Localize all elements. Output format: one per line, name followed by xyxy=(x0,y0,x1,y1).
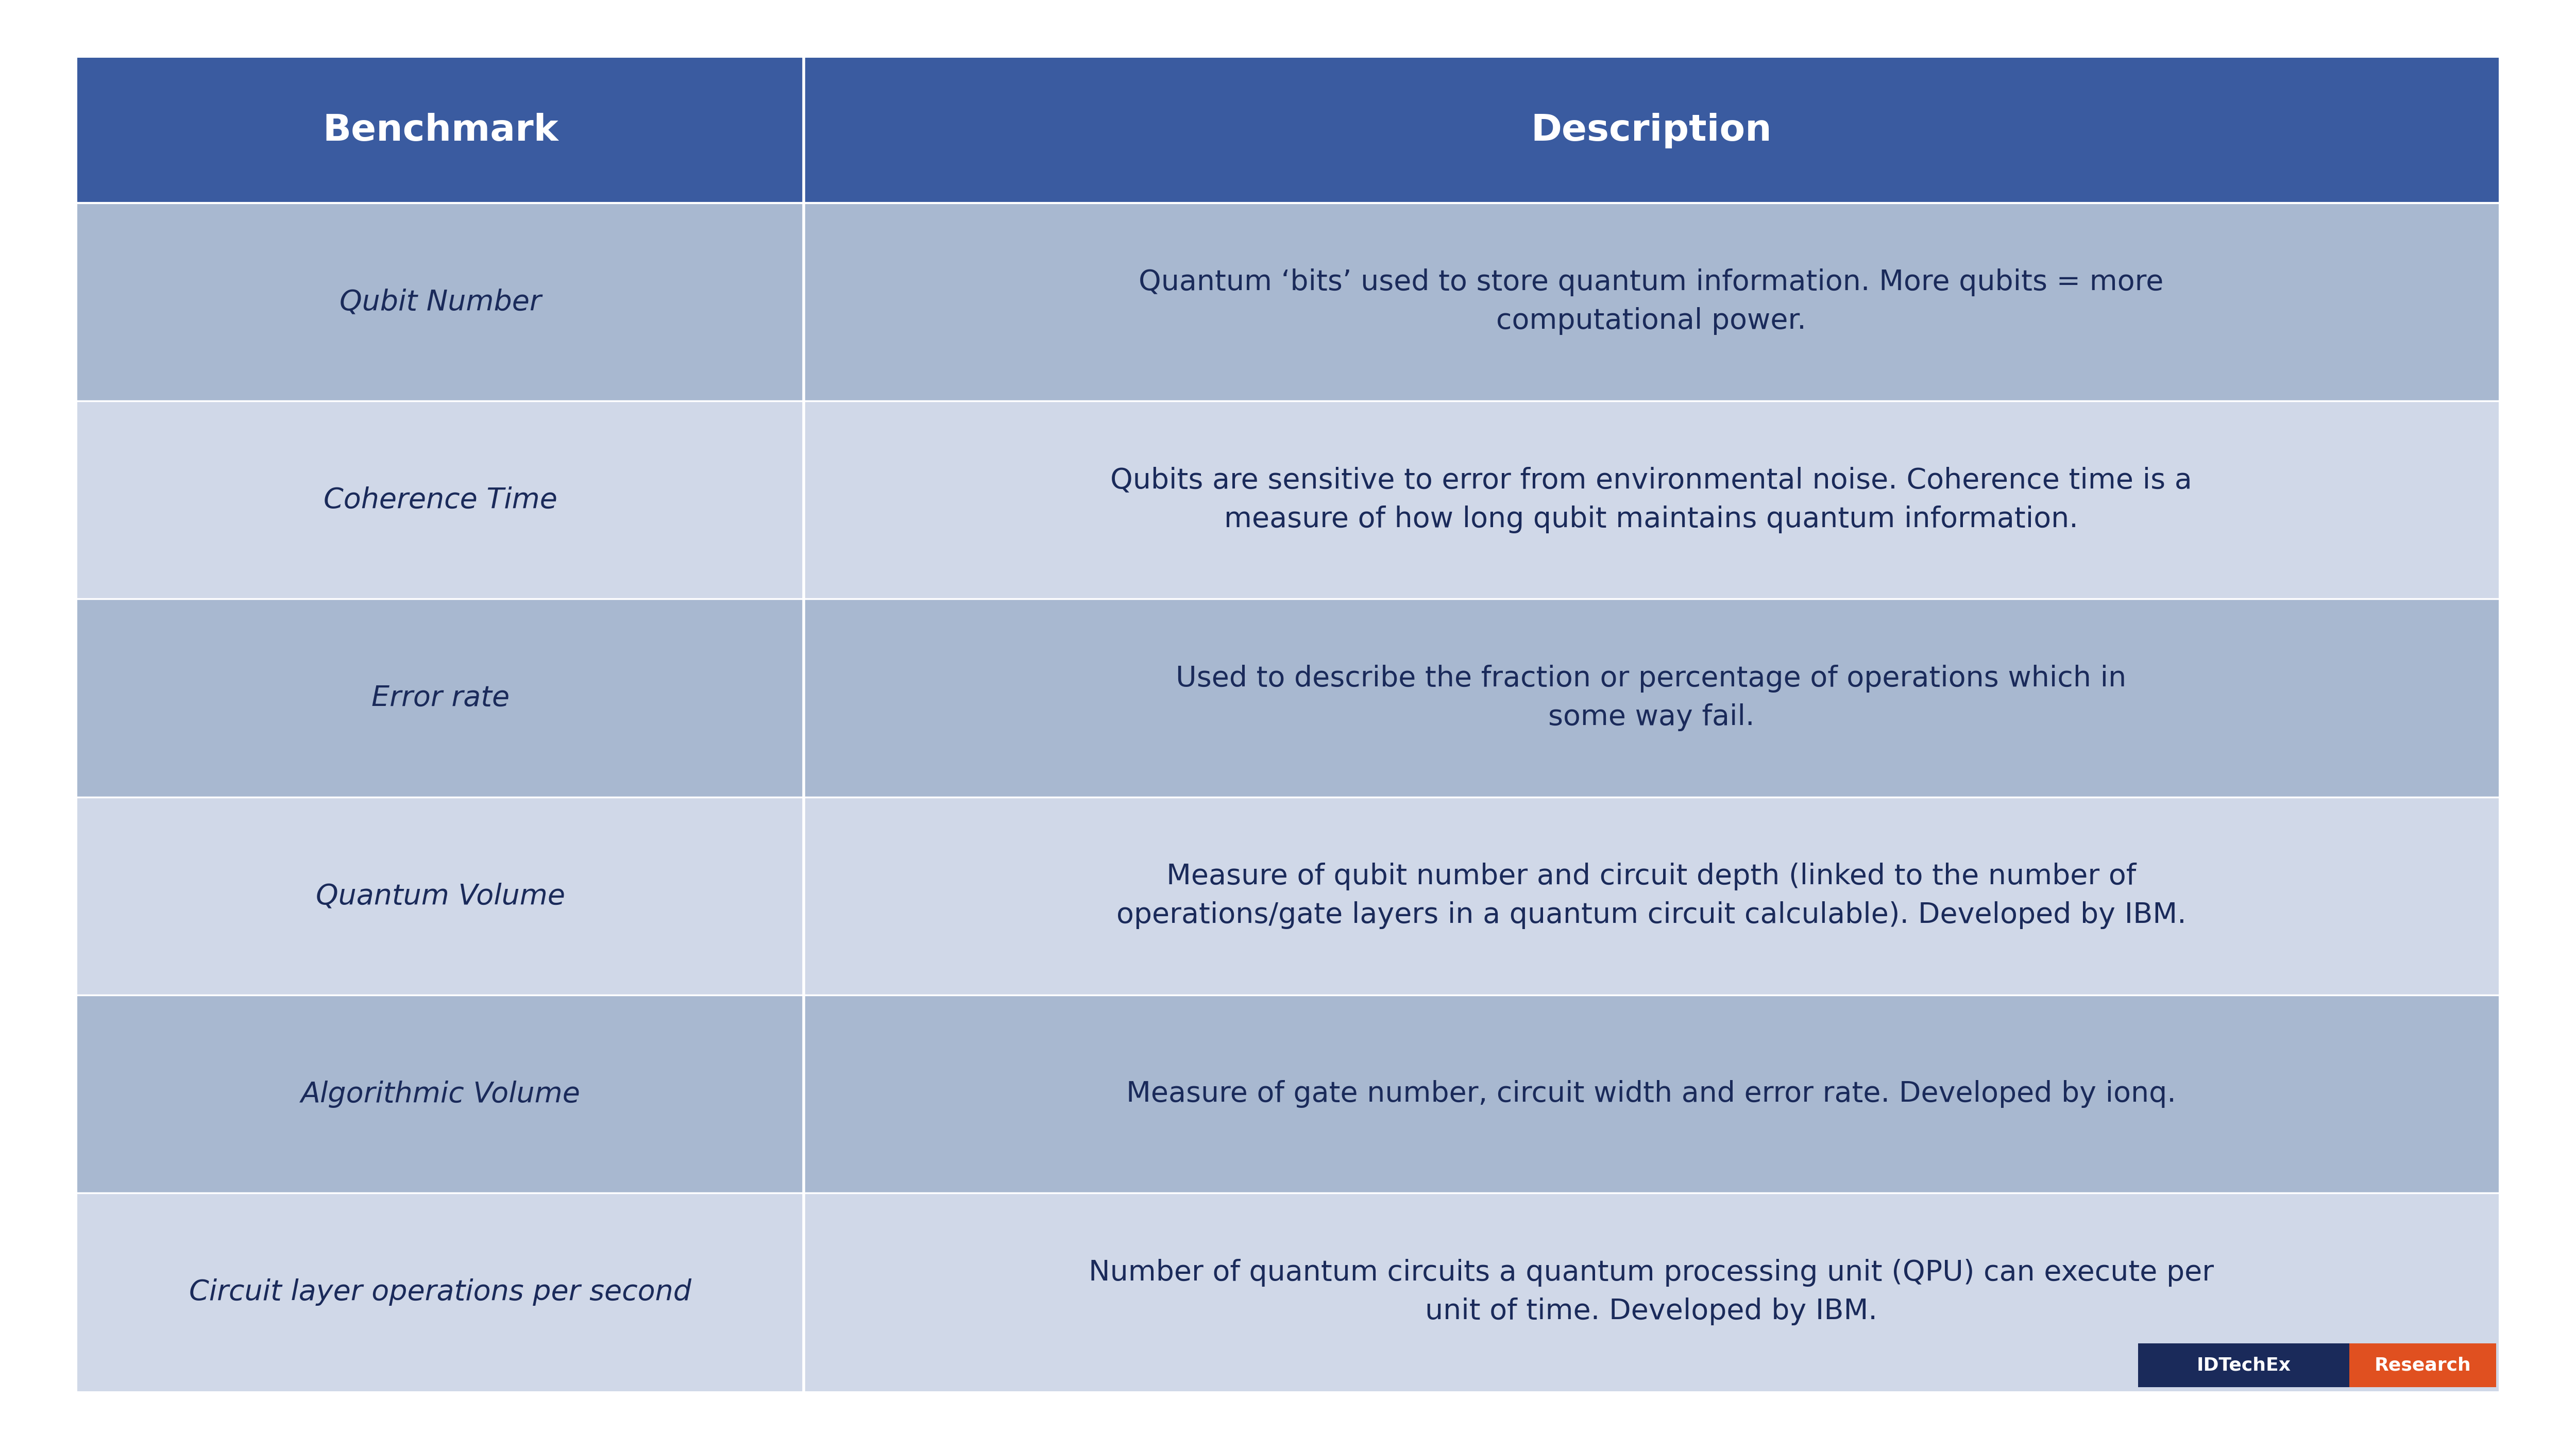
FancyBboxPatch shape xyxy=(804,995,2499,1193)
Text: Quantum ‘bits’ used to store quantum information. More qubits = more
computation: Quantum ‘bits’ used to store quantum inf… xyxy=(1139,268,2164,335)
FancyBboxPatch shape xyxy=(77,1193,804,1391)
FancyBboxPatch shape xyxy=(77,995,804,1193)
Text: Coherence Time: Coherence Time xyxy=(325,487,556,513)
Text: IDTechEx: IDTechEx xyxy=(2197,1356,2290,1374)
Text: Description: Description xyxy=(1530,113,1772,148)
FancyBboxPatch shape xyxy=(804,797,2499,995)
FancyBboxPatch shape xyxy=(804,1193,2499,1391)
Text: Used to describe the fraction or percentage of operations which in
some way fail: Used to describe the fraction or percent… xyxy=(1175,665,2128,732)
FancyBboxPatch shape xyxy=(77,401,804,598)
FancyBboxPatch shape xyxy=(77,203,804,401)
Text: Number of quantum circuits a quantum processing unit (QPU) can execute per
unit : Number of quantum circuits a quantum pro… xyxy=(1090,1259,2213,1326)
Text: Algorithmic Volume: Algorithmic Volume xyxy=(301,1081,580,1107)
Text: Benchmark: Benchmark xyxy=(322,113,559,148)
Text: Qubit Number: Qubit Number xyxy=(340,288,541,316)
FancyBboxPatch shape xyxy=(77,797,804,995)
FancyBboxPatch shape xyxy=(2138,1343,2349,1387)
Text: Circuit layer operations per second: Circuit layer operations per second xyxy=(188,1278,690,1306)
Text: Measure of gate number, circuit width and error rate. Developed by ionq.: Measure of gate number, circuit width an… xyxy=(1126,1080,2177,1108)
FancyBboxPatch shape xyxy=(77,58,804,203)
FancyBboxPatch shape xyxy=(804,58,2499,203)
FancyBboxPatch shape xyxy=(804,598,2499,797)
FancyBboxPatch shape xyxy=(804,401,2499,598)
Text: Qubits are sensitive to error from environmental noise. Coherence time is a
meas: Qubits are sensitive to error from envir… xyxy=(1110,467,2192,533)
FancyBboxPatch shape xyxy=(77,598,804,797)
Text: Measure of qubit number and circuit depth (linked to the number of
operations/ga: Measure of qubit number and circuit dept… xyxy=(1115,862,2187,929)
Text: Research: Research xyxy=(2375,1356,2470,1374)
Text: Error rate: Error rate xyxy=(371,684,510,711)
FancyBboxPatch shape xyxy=(804,203,2499,401)
Text: Quantum Volume: Quantum Volume xyxy=(317,882,564,910)
FancyBboxPatch shape xyxy=(2349,1343,2496,1387)
